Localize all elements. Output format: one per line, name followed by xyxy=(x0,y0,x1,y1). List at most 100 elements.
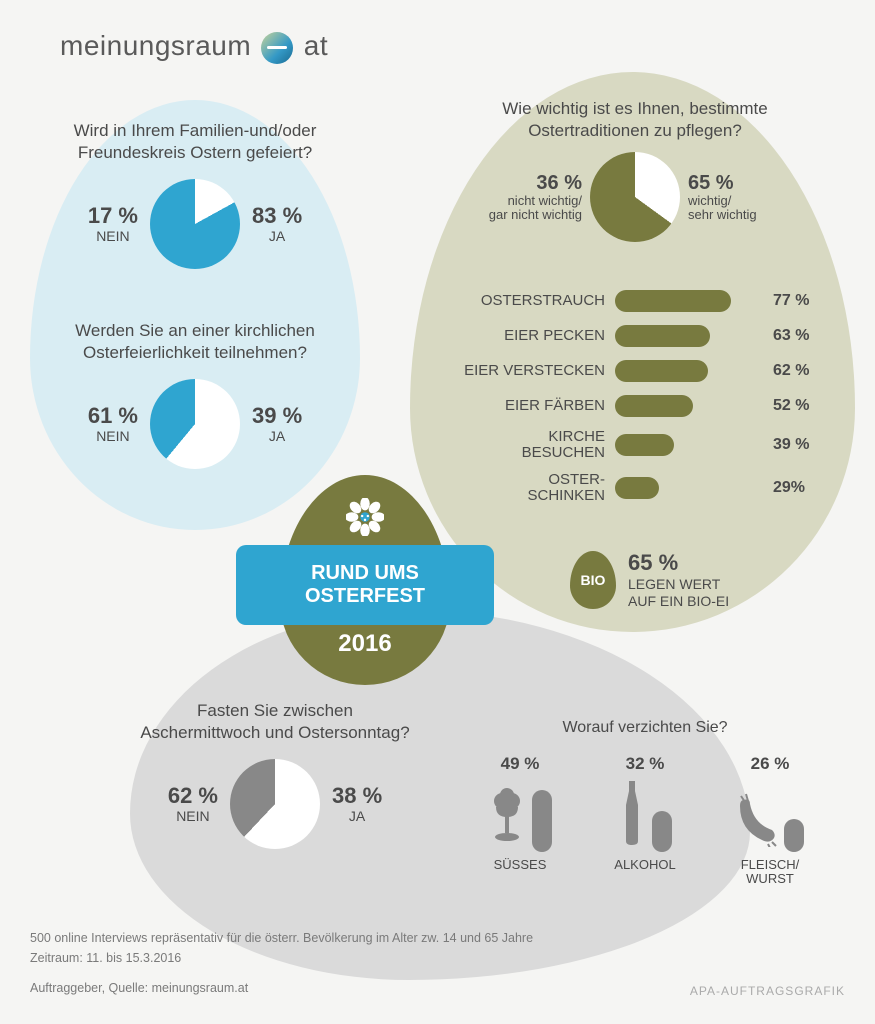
bar-fill xyxy=(615,360,708,382)
q1-yes-pct: 83 % xyxy=(252,203,302,228)
q3-yes: 65 % wichtig/sehr wichtig xyxy=(688,172,808,223)
bar-row: EIER FÄRBEN 52 % xyxy=(440,390,840,422)
bar-label: EIER PECKEN xyxy=(440,328,615,345)
abstain-pct: 32 % xyxy=(626,754,665,774)
abstain-item: 32 % ALKOHOL xyxy=(598,754,693,887)
q4-yes: 38 % JA xyxy=(332,784,382,824)
bar-fill xyxy=(615,477,659,499)
q1-no: 17 % NEIN xyxy=(88,204,138,244)
bar-fill xyxy=(615,325,710,347)
bar-pct: 39 % xyxy=(765,436,809,454)
bio-egg-icon: BIO xyxy=(570,551,616,609)
q2-pie-row: 61 % NEIN 39 % JA xyxy=(55,379,335,469)
section-traditions: Wie wichtig ist es Ihnen, bestimmteOster… xyxy=(430,98,840,242)
q2-yes-label: JA xyxy=(252,429,302,444)
sausage-icon xyxy=(736,792,778,852)
abstain-pct: 49 % xyxy=(501,754,540,774)
bar-row: EIER VERSTECKEN 62 % xyxy=(440,355,840,387)
bar-track xyxy=(615,360,765,382)
q1-yes: 83 % JA xyxy=(252,204,302,244)
footer-line1: 500 online Interviews repräsentativ für … xyxy=(30,928,533,948)
logo: meinungsraum at xyxy=(60,30,328,64)
abstain-label: SÜSSES xyxy=(494,858,547,872)
apa-credit: APA-AUFTRAGSGRAFIK xyxy=(690,984,845,998)
bar-pct: 77 % xyxy=(765,292,809,310)
section-abstain: Worauf verzichten Sie? 49 % SÜSSES 32 % ALK… xyxy=(470,718,820,886)
bar-label: EIER FÄRBEN xyxy=(440,398,615,415)
badge-band: RUND UMS OSTERFEST xyxy=(236,545,494,625)
bar-label: OSTERSTRAUCH xyxy=(440,293,615,310)
bar-label: OSTER-SCHINKEN xyxy=(440,472,615,505)
q1-yes-label: JA xyxy=(252,229,302,244)
q2-no-pct: 61 % xyxy=(88,403,138,428)
bar-track xyxy=(615,477,765,499)
footer: 500 online Interviews repräsentativ für … xyxy=(30,928,533,998)
q3-pie xyxy=(590,152,680,242)
bar-label: KIRCHEBESUCHEN xyxy=(440,429,615,462)
q1-pie xyxy=(150,179,240,269)
abstain-vis xyxy=(736,776,804,852)
section-celebrate: Wird in Ihrem Familien-und/oderFreundesk… xyxy=(55,120,335,269)
icecream-icon xyxy=(488,787,526,852)
bar-row: KIRCHEBESUCHEN 39 % xyxy=(440,425,840,465)
q3-no-pct: 36 % xyxy=(536,172,582,194)
bar-row: OSTERSTRAUCH 77 % xyxy=(440,285,840,317)
q4-pie xyxy=(230,759,320,849)
q3-text: Wie wichtig ist es Ihnen, bestimmteOster… xyxy=(430,98,840,142)
q3-no-label: nicht wichtig/gar nicht wichtig xyxy=(462,194,582,223)
abstain-bar xyxy=(532,790,552,852)
q3-yes-label: wichtig/sehr wichtig xyxy=(688,194,808,223)
logo-left: meinungsraum xyxy=(60,30,251,61)
q4-no-label: NEIN xyxy=(168,809,218,824)
q1-no-pct: 17 % xyxy=(88,203,138,228)
badge-line1: RUND UMS xyxy=(311,562,419,585)
q1-text: Wird in Ihrem Familien-und/oderFreundesk… xyxy=(55,120,335,164)
q3-no: 36 % nicht wichtig/gar nicht wichtig xyxy=(462,172,582,223)
footer-line2: Zeitraum: 11. bis 15.3.2016 xyxy=(30,948,533,968)
bio-pct: 65 % xyxy=(628,550,729,576)
abstain-item: 49 % SÜSSES xyxy=(473,754,568,887)
abstain-bar xyxy=(652,811,672,852)
q2-yes: 39 % JA xyxy=(252,404,302,444)
abstain-bar xyxy=(784,819,804,852)
bottle-icon xyxy=(618,779,646,852)
q4-no: 62 % NEIN xyxy=(168,784,218,824)
bar-track xyxy=(615,290,765,312)
abstain-label: ALKOHOL xyxy=(614,858,675,872)
bar-fill xyxy=(615,434,674,456)
q3-yes-pct: 65 % xyxy=(688,172,734,194)
abstain-row: 49 % SÜSSES 32 % ALKOHOL 26 % FLEISCH/WURST xyxy=(470,754,820,887)
flower-icon xyxy=(346,498,384,536)
abstain-item: 26 % FLEISCH/WURST xyxy=(723,754,818,887)
bar-pct: 63 % xyxy=(765,327,809,345)
bio-text: 65 % LEGEN WERTAUF EIN BIO-EI xyxy=(628,550,729,610)
q4-yes-label: JA xyxy=(332,809,382,824)
logo-right: at xyxy=(304,30,328,61)
bar-row: EIER PECKEN 63 % xyxy=(440,320,840,352)
bar-fill xyxy=(615,395,693,417)
q1-no-label: NEIN xyxy=(88,229,138,244)
bar-track xyxy=(615,325,765,347)
q3-pie-row: 36 % nicht wichtig/gar nicht wichtig 65 … xyxy=(430,152,840,242)
bar-track xyxy=(615,434,765,456)
bar-pct: 52 % xyxy=(765,397,809,415)
q2-yes-pct: 39 % xyxy=(252,403,302,428)
bio-desc: LEGEN WERTAUF EIN BIO-EI xyxy=(628,576,729,609)
bar-pct: 62 % xyxy=(765,362,809,380)
globe-icon xyxy=(261,32,293,64)
bar-label: EIER VERSTECKEN xyxy=(440,363,615,380)
badge-year: 2016 xyxy=(280,630,450,658)
q1-pie-row: 17 % NEIN 83 % JA xyxy=(55,179,335,269)
q2-no: 61 % NEIN xyxy=(88,404,138,444)
q4-text: Fasten Sie zwischenAschermittwoch und Os… xyxy=(130,700,420,744)
q2-no-label: NEIN xyxy=(88,429,138,444)
footer-line3: Auftraggeber, Quelle: meinungsraum.at xyxy=(30,978,533,998)
bar-row: OSTER-SCHINKEN 29% xyxy=(440,468,840,508)
bar-pct: 29% xyxy=(765,479,805,497)
bio-row: BIO 65 % LEGEN WERTAUF EIN BIO-EI xyxy=(570,550,729,610)
abstain-pct: 26 % xyxy=(751,754,790,774)
abstain-label: FLEISCH/WURST xyxy=(741,858,800,887)
q5-text: Worauf verzichten Sie? xyxy=(470,718,820,739)
q4-yes-pct: 38 % xyxy=(332,783,382,808)
abstain-vis xyxy=(618,776,672,852)
